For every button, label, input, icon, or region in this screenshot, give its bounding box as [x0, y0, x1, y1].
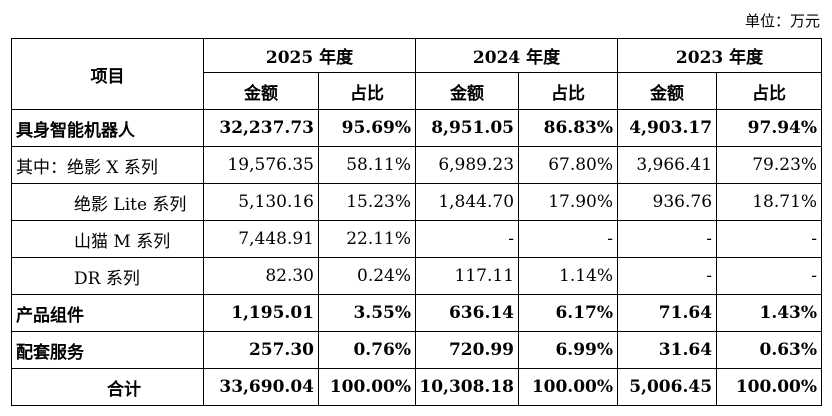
cell-value: 3,966.41	[617, 146, 718, 184]
row-label: 其中：绝影 X 系列	[11, 146, 204, 184]
cell-value: -	[415, 220, 520, 258]
cell-value: 97.94%	[716, 109, 823, 147]
cell-value: 33,690.04	[203, 368, 319, 406]
cell-value: 31.64	[617, 331, 718, 369]
header-year-2023: 2023 年度	[617, 38, 823, 73]
header-ratio: 占比	[716, 72, 823, 110]
cell-value: 257.30	[203, 331, 319, 369]
header-ratio: 占比	[518, 72, 619, 110]
row-label: 产品组件	[11, 294, 204, 332]
row-label: 具身智能机器人	[11, 109, 204, 147]
header-year-2024: 2024 年度	[415, 38, 619, 73]
cell-value: 117.11	[415, 257, 520, 295]
header-item: 项目	[11, 38, 204, 110]
cell-value: 3.55%	[317, 294, 417, 332]
row-label: 山猫 M 系列	[11, 220, 204, 258]
header-amount: 金额	[203, 72, 319, 110]
table-row: 其中：绝影 X 系列 19,576.35 58.11% 6,989.23 67.…	[11, 146, 823, 184]
cell-value: 5,130.16	[203, 183, 319, 221]
header-year-2025: 2025 年度	[202, 38, 417, 73]
cell-value: 6,989.23	[415, 146, 520, 184]
row-label: DR 系列	[11, 257, 204, 295]
cell-value: -	[716, 220, 823, 258]
cell-value: 4,903.17	[617, 109, 718, 147]
header-ratio: 占比	[317, 72, 417, 110]
cell-value: 22.11%	[317, 220, 417, 258]
cell-value: 100.00%	[716, 368, 823, 406]
cell-value: 18.71%	[716, 183, 823, 221]
table-row: 绝影 Lite 系列 5,130.16 15.23% 1,844.70 17.9…	[11, 183, 823, 221]
cell-value: 1,195.01	[203, 294, 319, 332]
cell-value: 10,308.18	[415, 368, 520, 406]
cell-value: -	[617, 257, 718, 295]
revenue-table: 项目 2025 年度 2024 年度 2023 年度 金额 占比 金额 占比 金…	[11, 38, 823, 406]
header-amount: 金额	[617, 72, 718, 110]
cell-value: 58.11%	[317, 146, 417, 184]
total-row: 合计 33,690.04 100.00% 10,308.18 100.00% 5…	[11, 368, 823, 406]
table-row: 配套服务 257.30 0.76% 720.99 6.99% 31.64 0.6…	[11, 331, 823, 369]
cell-value: 1,844.70	[415, 183, 520, 221]
cell-value: 6.17%	[518, 294, 619, 332]
cell-value: 5,006.45	[617, 368, 718, 406]
cell-value: 19,576.35	[203, 146, 319, 184]
cell-value: 67.80%	[518, 146, 619, 184]
cell-value: 15.23%	[317, 183, 417, 221]
cell-value: 95.69%	[317, 109, 417, 147]
row-label: 绝影 Lite 系列	[11, 183, 204, 221]
cell-value: 100.00%	[317, 368, 417, 406]
cell-value: 71.64	[617, 294, 718, 332]
cell-value: 0.63%	[716, 331, 823, 369]
cell-value: 720.99	[415, 331, 520, 369]
cell-value: 6.99%	[518, 331, 619, 369]
cell-value: -	[716, 257, 823, 295]
table-row: DR 系列 82.30 0.24% 117.11 1.14% - -	[11, 257, 823, 295]
cell-value: -	[617, 220, 718, 258]
cell-value: 8,951.05	[415, 109, 520, 147]
header-amount: 金额	[415, 72, 520, 110]
cell-value: 100.00%	[518, 368, 619, 406]
cell-value: 1.43%	[716, 294, 823, 332]
cell-value: 86.83%	[518, 109, 619, 147]
cell-value: -	[518, 220, 619, 258]
cell-value: 7,448.91	[203, 220, 319, 258]
cell-value: 1.14%	[518, 257, 619, 295]
cell-value: 936.76	[617, 183, 718, 221]
row-label: 合计	[11, 368, 204, 406]
cell-value: 636.14	[415, 294, 520, 332]
cell-value: 17.90%	[518, 183, 619, 221]
row-label: 配套服务	[11, 331, 204, 369]
cell-value: 0.76%	[317, 331, 417, 369]
cell-value: 79.23%	[716, 146, 823, 184]
cell-value: 0.24%	[317, 257, 417, 295]
cell-value: 82.30	[203, 257, 319, 295]
unit-label: 单位：万元	[744, 12, 820, 30]
table-row: 具身智能机器人 32,237.73 95.69% 8,951.05 86.83%…	[11, 109, 823, 147]
table-row: 产品组件 1,195.01 3.55% 636.14 6.17% 71.64 1…	[11, 294, 823, 332]
cell-value: 32,237.73	[203, 109, 319, 147]
table-row: 山猫 M 系列 7,448.91 22.11% - - - -	[11, 220, 823, 258]
